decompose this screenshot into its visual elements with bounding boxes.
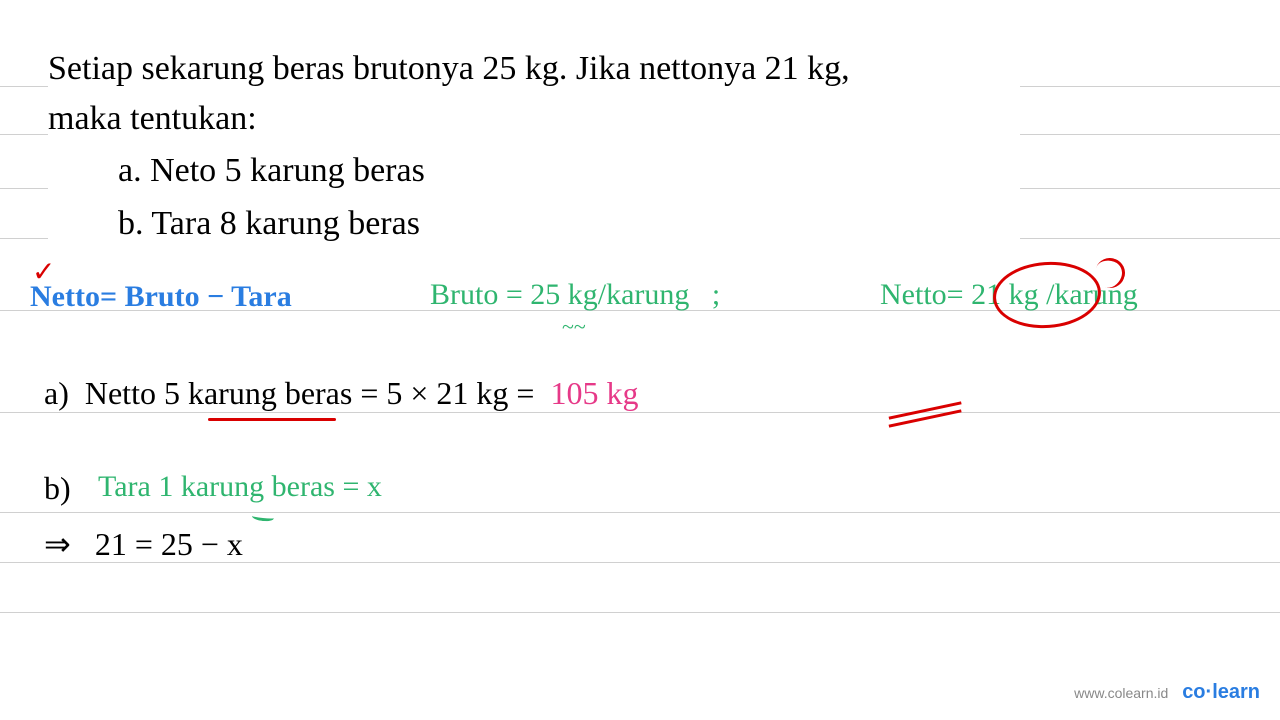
part-b-label: b) xyxy=(44,470,71,507)
formula-eq: = xyxy=(100,280,117,313)
underline-5karung xyxy=(208,418,336,421)
question-item-b: b. Tara 8 karung beras xyxy=(118,205,420,243)
rule-line xyxy=(0,238,48,239)
question-item-a: a. Neto 5 karung beras xyxy=(118,152,425,190)
rule-line xyxy=(1020,238,1280,239)
given-netto-prefix: Netto= xyxy=(880,278,964,311)
formula-tara-word: Tara xyxy=(231,280,292,313)
rule-line xyxy=(0,412,1280,413)
formula-bruto-word: Bruto xyxy=(125,280,200,313)
part-b-tara-text: Tara 1 karung beras = x xyxy=(98,470,382,504)
rule-line xyxy=(0,612,1280,613)
footer-url: www.colearn.id xyxy=(1074,685,1168,701)
circle-highlight xyxy=(991,258,1103,331)
formula-netto: Netto= Bruto − Tara xyxy=(30,280,292,314)
given-bruto-text: Bruto = 25 kg/karung xyxy=(430,278,689,311)
part-a-text: Netto 5 karung beras = 5 × 21 kg = xyxy=(85,375,535,411)
formula-minus: − xyxy=(207,280,224,313)
tilde-mark: ~~ xyxy=(562,314,586,340)
question-line2: maka tentukan: xyxy=(48,100,257,138)
rule-line xyxy=(0,86,48,87)
rule-line xyxy=(0,188,48,189)
part-a-label: a) xyxy=(44,375,69,411)
given-bruto: Bruto = 25 kg/karung ; xyxy=(430,278,720,312)
part-b-eq-text: 21 = 25 − x xyxy=(95,526,243,562)
rule-line xyxy=(0,512,1280,513)
footer: www.colearn.id co·learn xyxy=(1074,681,1260,704)
question-line1: Setiap sekarung beras brutonya 25 kg. Ji… xyxy=(48,50,850,88)
tilde-mark-2 xyxy=(252,512,275,522)
arrow-icon: ⇒ xyxy=(44,526,71,562)
part-b-equation: ⇒ 21 = 25 − x xyxy=(44,525,243,563)
rule-line xyxy=(1020,86,1280,87)
rule-line xyxy=(1020,188,1280,189)
formula-netto-word: Netto xyxy=(30,280,100,313)
part-a: a) Netto 5 karung beras = 5 × 21 kg = 10… xyxy=(44,375,638,412)
rule-line xyxy=(1020,134,1280,135)
rule-line xyxy=(0,134,48,135)
given-sep: ; xyxy=(712,278,720,311)
footer-brand: co·learn xyxy=(1182,681,1260,703)
part-a-result: 105 kg xyxy=(550,375,638,411)
